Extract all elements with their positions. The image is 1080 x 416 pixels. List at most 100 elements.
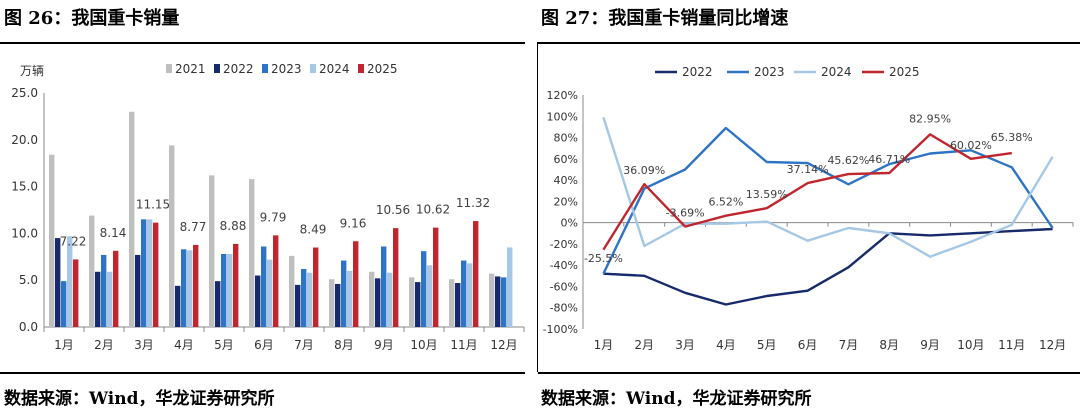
bar-2022	[215, 281, 221, 327]
left-chart-title: 图 26：我国重卡销量	[4, 8, 180, 29]
line-data-label: 82.95%	[909, 112, 951, 125]
bar-2024	[347, 270, 353, 327]
left-top-rule	[0, 42, 525, 44]
bar-2023	[181, 249, 187, 327]
bar-2021	[89, 215, 95, 327]
y-tick-label: 60%	[554, 153, 578, 166]
line-2024	[602, 116, 1054, 258]
legend-swatch-2025	[358, 64, 364, 73]
x-tick-label: 1月	[54, 338, 74, 352]
legend-label-2022: 2022	[223, 62, 254, 76]
bar-2025	[353, 241, 359, 327]
right-top-rule	[538, 42, 1080, 44]
bar-2025	[153, 222, 159, 327]
y-tick-label: 25.0	[11, 86, 38, 100]
x-tick-label: 6月	[254, 338, 274, 352]
legend-label-2024: 2024	[821, 65, 852, 79]
line-data-label: -3.69%	[666, 207, 705, 220]
y-tick-label: 100%	[547, 110, 578, 123]
x-tick-label: 2月	[634, 338, 654, 352]
bar-2025	[113, 250, 119, 327]
y-tick-label: -100%	[543, 323, 578, 336]
bar-2021	[169, 145, 175, 327]
x-tick-label: 8月	[879, 338, 899, 352]
legend-swatch-2024	[310, 64, 316, 73]
line-data-label: 36.09%	[623, 164, 665, 177]
x-tick-label: 3月	[675, 338, 695, 352]
bar-2023	[341, 260, 347, 327]
x-tick-label: 4月	[174, 338, 194, 352]
bar-2023	[61, 281, 67, 327]
bar-2022	[255, 275, 261, 327]
bar-data-label: 9.79	[260, 210, 287, 224]
bar-data-label: 10.62	[416, 203, 450, 217]
bar-2024	[427, 265, 433, 327]
bar-2022	[135, 254, 141, 327]
bar-2024	[507, 247, 513, 327]
legend-label-2025: 2025	[889, 65, 920, 79]
heavy-truck-sales-bar-chart: 万辆 0.0 5.0 10.0 15.0 20.0 25.0 7.22 8.14 11.15 8.7…	[11, 62, 525, 352]
bar-2021	[209, 175, 215, 327]
bar-2023	[501, 277, 507, 327]
bar-2021	[49, 154, 55, 327]
bar-2023	[261, 246, 267, 327]
bar-2022	[95, 271, 101, 327]
x-tick-label: 11月	[450, 338, 477, 352]
bar-2025	[193, 244, 199, 327]
bar-2024	[467, 263, 473, 327]
bar-data-label: 8.14	[100, 226, 127, 240]
bar-data-label: 11.15	[136, 198, 170, 212]
bar-2021	[369, 271, 375, 327]
x-tick-label: 10月	[410, 338, 437, 352]
y-tick-label: 20.0	[11, 133, 38, 147]
x-tick-label: 1月	[594, 338, 614, 352]
bar-2021	[289, 255, 295, 327]
bar-2024	[387, 272, 393, 327]
bar-2021	[489, 273, 495, 327]
left-source-note: 数据来源：Wind，华龙证券研究所	[4, 389, 275, 409]
y-tick-label: 0.0	[19, 320, 38, 334]
line-data-label: 45.62%	[827, 154, 869, 167]
x-tick-label: 11月	[998, 338, 1025, 352]
bar-2022	[375, 278, 381, 327]
bar-data-label: 7.22	[60, 234, 87, 248]
line-data-label: 65.38%	[991, 131, 1033, 144]
bar-2021	[249, 179, 255, 327]
bar-2021	[449, 279, 455, 327]
x-tick-label: 9月	[374, 338, 394, 352]
bar-2023	[221, 253, 227, 327]
bar-2022	[415, 282, 421, 327]
y-tick-label: 40%	[554, 174, 578, 187]
x-tick-label: 2月	[94, 338, 114, 352]
line-data-label: 13.59%	[746, 188, 788, 201]
bar-2025	[393, 228, 399, 327]
legend-label-2025: 2025	[367, 62, 398, 76]
bar-2025	[73, 259, 79, 327]
x-tick-label: 7月	[294, 338, 314, 352]
bar-2024	[107, 271, 113, 327]
x-tick-label: 3月	[134, 338, 154, 352]
bar-2022	[455, 283, 461, 327]
bar-2022	[335, 283, 341, 327]
line-data-label: -25.5%	[584, 252, 623, 265]
bar-2022	[295, 284, 301, 327]
legend-label-2023: 2023	[271, 62, 302, 76]
y-tick-label: 80%	[554, 132, 578, 145]
bar-2023	[461, 260, 467, 327]
y-tick-label: 120%	[547, 89, 578, 102]
bar-2023	[141, 219, 147, 327]
bar-2025	[473, 221, 479, 327]
legend-swatch-2023	[262, 64, 268, 73]
y-tick-label: 20%	[554, 195, 578, 208]
x-tick-label: 9月	[920, 338, 940, 352]
bar-2023	[381, 246, 387, 327]
x-tick-label: 5月	[214, 338, 234, 352]
legend-swatch-2022	[214, 64, 220, 73]
y-tick-label: 5.0	[19, 273, 38, 287]
line-2023	[602, 126, 1054, 275]
bar-2021	[409, 277, 415, 327]
y-tick-label: 15.0	[11, 180, 38, 194]
legend-label-2023: 2023	[754, 65, 785, 79]
bar-2024	[147, 219, 153, 327]
right-bottom-rule	[538, 372, 1080, 374]
